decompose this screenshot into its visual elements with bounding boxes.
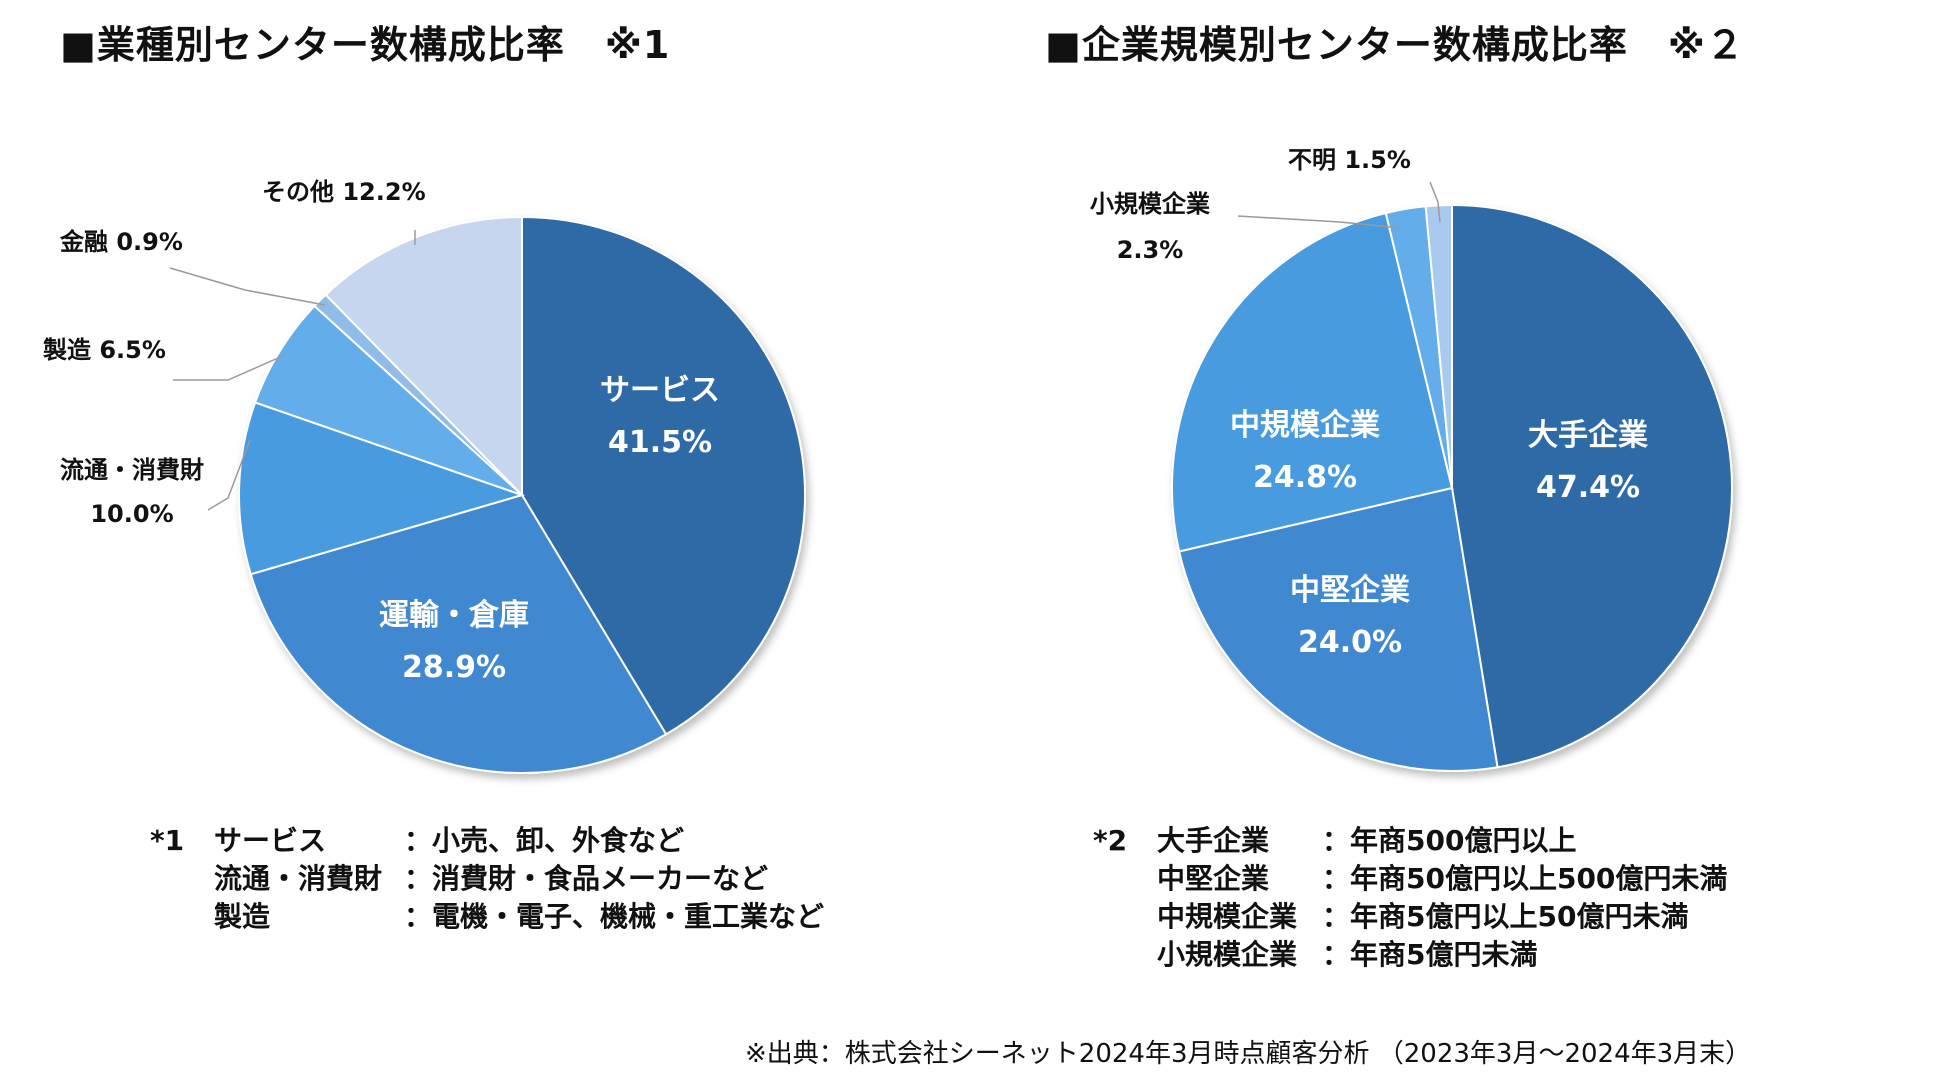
leader-line [1237,215,1401,229]
footnote-key: 製造 [214,900,271,933]
pie-slice [238,401,526,576]
footnote-key: 大手企業 [1157,824,1270,857]
slice-label-service-value: 41.5% [608,425,712,460]
footnote-row: サービス ：小売、卸、外食など [214,822,824,860]
footnote-value: ：年商5億円以上50億円未満 [1322,900,1689,933]
footnote-mark: *1 [150,824,185,857]
slice-label-transport-value: 28.9% [402,650,506,685]
slice-label-medium-value: 24.8% [1253,460,1357,495]
footnote-row: 製造 ：電機・電子、機械・重工業など [214,898,824,936]
pie-slice [1177,486,1499,772]
industry-chart-title: ■業種別センター数構成比率 ※1 [60,23,671,67]
footnote-key: 流通・消費財 [214,862,383,895]
industry-footnote: *1 サービス ：小売、卸、外食など 流通・消費財 ：消費財・食品メーカーなど 製造… [150,822,824,936]
slice-label-medium-name: 中規模企業 [1230,408,1380,443]
slice-label-distribution-value: 10.0% [90,500,173,528]
pie-slice [324,215,523,498]
footnote-value: ：年商5億円未満 [1322,938,1538,971]
leader-line [1429,181,1441,223]
footnote-key: サービス [214,824,327,857]
footnote-value: ：小売、卸、外食など [404,824,685,857]
company-size-pie-labels: 大手企業 47.4% 中堅企業 24.0% 中規模企業 24.8% 小規模企業 2.3% 不明 … [1090,146,1648,660]
slice-label-midsize-name: 中堅企業 [1290,573,1410,608]
slice-label-other: その他 12.2% [262,178,426,206]
slice-label-large-value: 47.4% [1536,470,1640,505]
slice-label-distribution-name: 流通・消費財 [60,456,204,484]
company-size-footnote: *2 大手企業 ：年商500億円以上 中堅企業 ：年商50億円以上500億円未満 中… [1093,822,1727,974]
footnote-row: 中堅企業 ：年商50億円以上500億円未満 [1157,860,1727,898]
slice-label-small-name: 小規模企業 [1090,190,1210,218]
leader-line [207,439,251,511]
footnote-row: 小規模企業 ：年商5億円未満 [1157,936,1727,974]
footnote-mark: *2 [1093,824,1128,857]
industry-pie [238,215,806,774]
pie-slice [1171,211,1454,553]
company-size-chart-note: ※２ [1667,23,1745,67]
footnote-key: 中規模企業 [1157,900,1298,933]
pie-slice [521,215,806,736]
footnote-row: 流通・消費財 ：消費財・食品メーカーなど [214,860,824,898]
footnote-value: ：電機・電子、機械・重工業など [404,900,825,933]
footnote-value: ：年商50億円以上500億円未満 [1322,862,1728,895]
footnote-key: 小規模企業 [1157,938,1298,971]
slice-label-finance: 金融 0.9% [59,228,183,256]
leader-line [173,354,286,381]
slice-label-unknown: 不明 1.5% [1288,146,1411,174]
slice-label-small-value: 2.3% [1117,236,1184,264]
leader-line [169,267,326,306]
industry-chart-note: ※1 [604,23,671,67]
footnote-value: ：年商500億円以上 [1322,824,1577,857]
industry-pie-labels: サービス 41.5% 運輸・倉庫 28.9% 流通・消費財 10.0% 製造 6.5% 金融 … [43,178,720,685]
pie-slice [253,304,523,496]
slice-label-service-name: サービス [600,373,720,408]
footnote-key: 中堅企業 [1157,862,1270,895]
source-citation: ※出典：株式会社シーネット2024年3月時点顧客分析 （2023年3月～2024… [745,1039,1752,1069]
footnote-value: ：消費財・食品メーカーなど [404,862,769,895]
company-size-chart-title: ■企業規模別センター数構成比率 ※２ [1045,23,1745,67]
footnote-row: 中規模企業 ：年商5億円以上50億円未満 [1157,898,1727,936]
slice-label-large-name: 大手企業 [1528,418,1648,453]
slice-label-manufacturing: 製造 6.5% [43,336,166,364]
pie-slice [1451,203,1733,769]
slice-label-midsize-value: 24.0% [1298,625,1402,660]
footnote-row: 大手企業 ：年商500億円以上 [1157,822,1727,860]
company-size-pie [1171,203,1733,772]
slice-label-transport-name: 運輸・倉庫 [379,598,529,633]
pie-slice [249,493,668,774]
